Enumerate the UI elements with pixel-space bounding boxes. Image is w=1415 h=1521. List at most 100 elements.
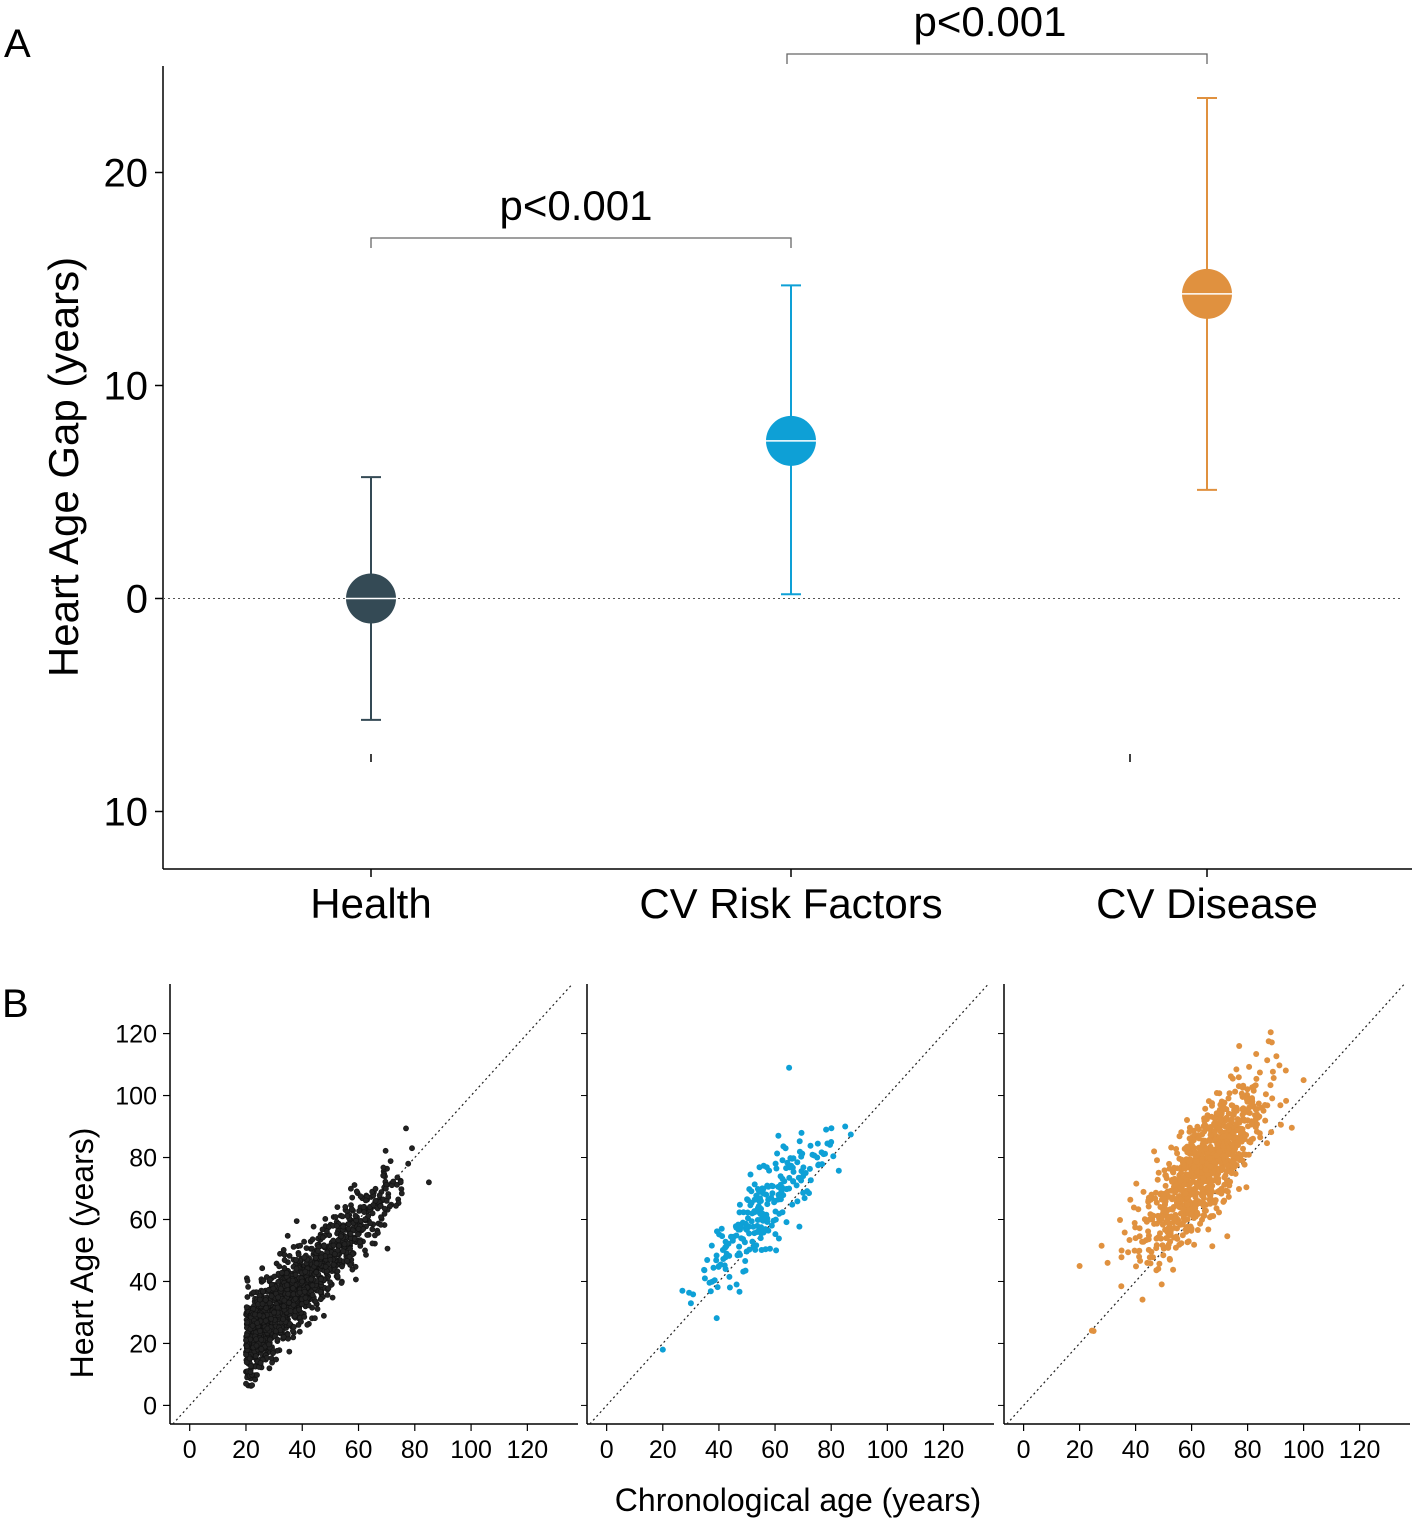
data-point [814, 1154, 821, 1161]
data-point [362, 1197, 369, 1204]
data-point [1236, 1043, 1243, 1049]
data-point [1196, 1135, 1202, 1142]
y-tick-label: 20 [129, 1330, 157, 1358]
data-point [293, 1265, 300, 1272]
data-point [347, 1245, 353, 1252]
data-point [1234, 1116, 1241, 1123]
data-point [772, 1197, 779, 1204]
data-point [313, 1269, 320, 1276]
data-point [381, 1210, 388, 1217]
data-point [726, 1284, 733, 1291]
data-point [1191, 1164, 1197, 1171]
data-point [274, 1304, 281, 1311]
subplot-x-ticks: 0 20 40 60 80 100 120 [183, 1424, 548, 1464]
data-point [1245, 1151, 1252, 1158]
data-point [296, 1306, 302, 1313]
data-point [260, 1288, 266, 1295]
data-point [790, 1178, 797, 1185]
data-point [284, 1282, 290, 1288]
data-point [293, 1218, 300, 1224]
data-point [1160, 1252, 1167, 1259]
data-point [352, 1276, 359, 1283]
data-point [369, 1210, 376, 1217]
data-point [312, 1298, 319, 1305]
data-point [1166, 1220, 1173, 1227]
data-point [1253, 1051, 1260, 1057]
y-tick-label: 10 [104, 364, 149, 408]
data-point [344, 1258, 350, 1264]
group-cv-risk-factors: CV Risk Factors [639, 284, 943, 927]
data-point [340, 1223, 347, 1230]
data-point [711, 1277, 718, 1284]
data-point [1184, 1201, 1191, 1208]
data-point [376, 1192, 383, 1199]
data-point [736, 1243, 743, 1250]
data-point [720, 1256, 727, 1262]
data-point [372, 1185, 379, 1192]
data-point [280, 1303, 287, 1310]
data-point [1145, 1197, 1152, 1204]
data-point [1181, 1165, 1188, 1172]
data-point [1253, 1075, 1260, 1082]
data-point [331, 1251, 338, 1257]
data-point [774, 1150, 781, 1157]
data-point [284, 1331, 291, 1338]
data-point [293, 1257, 299, 1263]
data-point [301, 1288, 308, 1295]
data-point [296, 1328, 303, 1335]
data-point [726, 1273, 733, 1280]
data-point [256, 1296, 263, 1303]
data-point [369, 1240, 376, 1247]
data-point [772, 1231, 779, 1238]
data-point [730, 1235, 736, 1242]
data-point [1273, 1053, 1280, 1060]
data-point [775, 1132, 782, 1139]
data-point [309, 1236, 316, 1243]
x-tick-label: 40 [288, 1436, 316, 1464]
data-point [405, 1160, 412, 1167]
data-point [738, 1235, 745, 1242]
data-point [270, 1285, 277, 1292]
data-point [1199, 1158, 1206, 1165]
data-point [1171, 1234, 1177, 1241]
data-point [268, 1315, 274, 1322]
data-point [1186, 1158, 1193, 1165]
data-point [382, 1185, 389, 1192]
data-point [1181, 1218, 1187, 1225]
data-point [714, 1284, 721, 1291]
data-point [334, 1273, 341, 1280]
x-tick-label: 20 [1066, 1436, 1094, 1464]
data-point [280, 1334, 287, 1340]
data-point [1229, 1141, 1235, 1148]
data-point [1225, 1193, 1232, 1200]
data-point [280, 1316, 286, 1322]
comparison-bracket-1: p<0.001 [370, 182, 792, 248]
data-point [347, 1262, 354, 1268]
data-point [298, 1318, 304, 1325]
data-point [744, 1222, 750, 1229]
data-point [710, 1264, 717, 1271]
data-point [794, 1198, 801, 1205]
data-point [779, 1157, 786, 1164]
data-point [1235, 1083, 1242, 1090]
data-point [1216, 1209, 1222, 1216]
data-point [1098, 1242, 1105, 1249]
data-point [1248, 1121, 1255, 1128]
x-tick-label: 60 [1178, 1436, 1206, 1464]
x-tick-label: 80 [817, 1436, 845, 1464]
data-point [258, 1336, 265, 1343]
data-point [355, 1225, 362, 1232]
data-point [1117, 1217, 1123, 1223]
data-point [1207, 1131, 1214, 1138]
scatter-points-cv-risk-factors [659, 1064, 854, 1353]
data-point [1229, 1075, 1236, 1082]
data-point [1145, 1236, 1152, 1243]
data-point [1201, 1117, 1208, 1124]
data-point [781, 1178, 788, 1185]
data-point [1118, 1254, 1125, 1261]
data-point [768, 1182, 775, 1189]
data-point [330, 1237, 337, 1244]
data-point [341, 1241, 348, 1248]
data-point [330, 1242, 337, 1249]
